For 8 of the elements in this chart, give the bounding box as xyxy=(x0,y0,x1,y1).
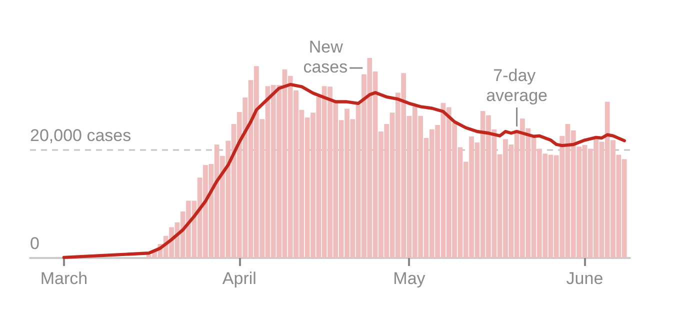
series-label: 7-day average xyxy=(486,66,548,106)
x-tick-label: March xyxy=(40,269,88,288)
x-tick-label: May xyxy=(393,269,426,288)
x-tick-label: April xyxy=(222,269,256,288)
series-label: New cases xyxy=(303,38,348,76)
y-tick-label: 0 xyxy=(30,234,40,253)
y-tick-label: 20,000 cases xyxy=(30,126,132,145)
x-tick-label: June xyxy=(566,269,604,288)
